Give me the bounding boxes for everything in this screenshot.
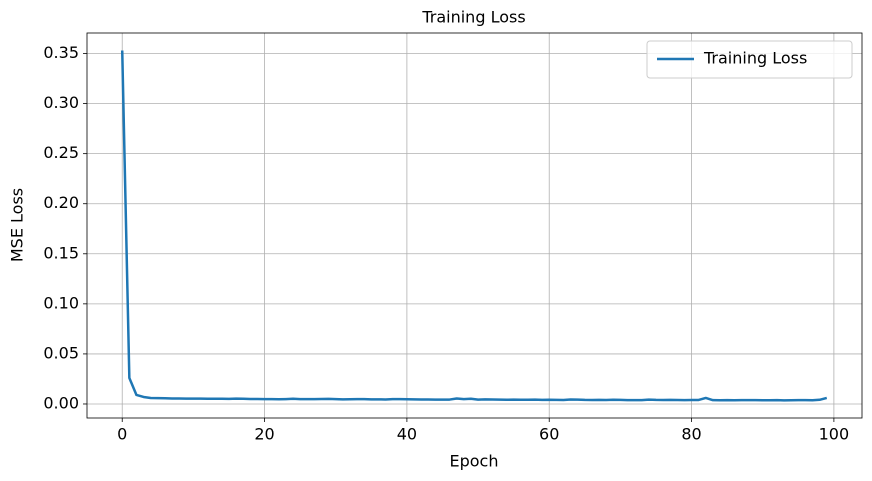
y-tick-label: 0.00 (43, 393, 79, 412)
x-tick-label: 20 (254, 425, 274, 444)
y-tick-label: 0.20 (43, 193, 79, 212)
y-tick-label: 0.25 (43, 143, 79, 162)
x-axis-label: Epoch (450, 452, 499, 471)
y-tick-label: 0.05 (43, 343, 79, 362)
y-tick-label: 0.15 (43, 243, 79, 262)
x-tick-label: 100 (819, 425, 850, 444)
x-tick-label: 0 (117, 425, 127, 444)
x-tick-label: 80 (681, 425, 701, 444)
x-tick-label: 60 (539, 425, 559, 444)
x-tick-label: 40 (397, 425, 417, 444)
y-tick-label: 0.35 (43, 43, 79, 62)
line-series (120, 50, 828, 402)
y-tick-label: 0.30 (43, 93, 79, 112)
plot-frame (86, 32, 863, 419)
chart-title: Training Loss (421, 8, 525, 27)
y-axis-label: MSE Loss (8, 188, 27, 262)
legend-label: Training Loss (703, 49, 807, 68)
legend-box (646, 40, 853, 79)
y-tick-label: 0.10 (43, 293, 79, 312)
